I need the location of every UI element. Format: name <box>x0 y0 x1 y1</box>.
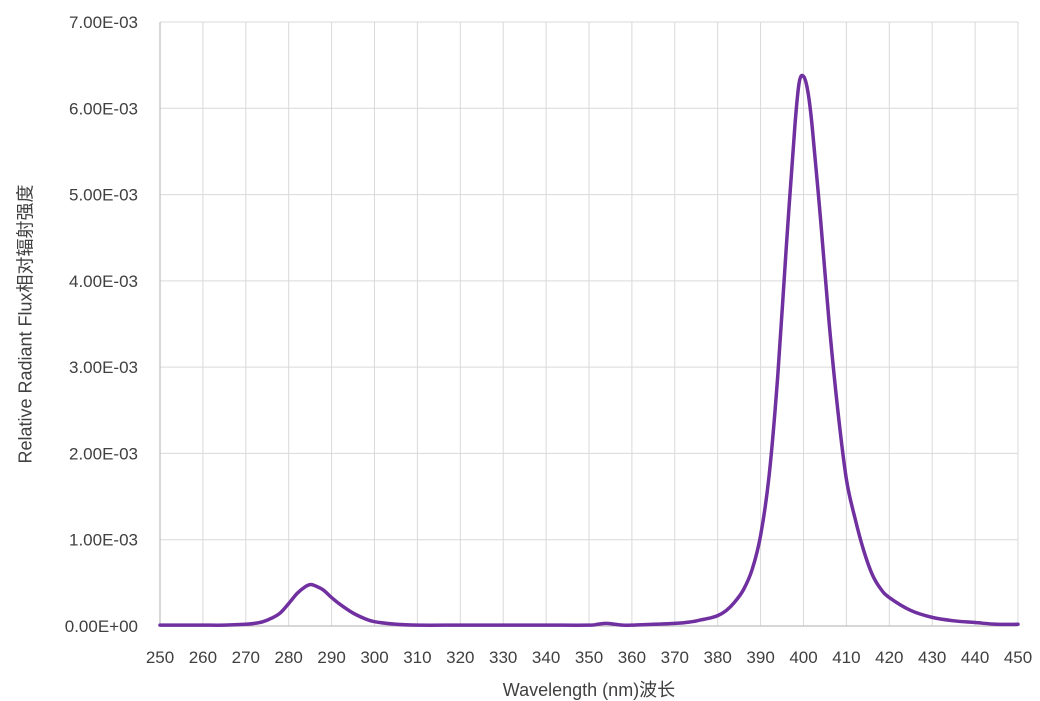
x-tick-label: 280 <box>275 648 303 667</box>
y-tick-label: 7.00E-03 <box>69 13 138 32</box>
x-tick-label: 420 <box>875 648 903 667</box>
series-layer <box>158 73 1020 628</box>
x-tick-label: 370 <box>661 648 689 667</box>
y-axis-title: Relative Radiant Flux相对辐射强度 <box>15 184 35 463</box>
x-tick-label: 440 <box>961 648 989 667</box>
x-tick-label: 410 <box>832 648 860 667</box>
y-tick-label: 0.00E+00 <box>65 617 138 636</box>
series-line-0 <box>158 73 1020 628</box>
x-tick-label: 270 <box>232 648 260 667</box>
x-tick-label: 340 <box>532 648 560 667</box>
axis-titles: Wavelength (nm)波长 Relative Radiant Flux相… <box>15 184 675 700</box>
y-tick-label: 1.00E-03 <box>69 531 138 550</box>
x-tick-label: 390 <box>746 648 774 667</box>
y-tick-label: 5.00E-03 <box>69 186 138 205</box>
x-tick-label: 250 <box>146 648 174 667</box>
y-tick-label: 2.00E-03 <box>69 444 138 463</box>
x-tick-label: 300 <box>360 648 388 667</box>
x-tick-label: 330 <box>489 648 517 667</box>
grid-lines <box>160 21 1019 626</box>
x-tick-label: 400 <box>789 648 817 667</box>
x-tick-label: 310 <box>403 648 431 667</box>
x-tick-label: 350 <box>575 648 603 667</box>
x-axis-title: Wavelength (nm)波长 <box>503 680 675 700</box>
x-tick-label: 380 <box>704 648 732 667</box>
x-tick-label: 290 <box>317 648 345 667</box>
x-tick-label: 450 <box>1004 648 1032 667</box>
y-tick-label: 4.00E-03 <box>69 272 138 291</box>
x-tick-label: 430 <box>918 648 946 667</box>
y-tick-label: 6.00E-03 <box>69 99 138 118</box>
x-tick-label: 320 <box>446 648 474 667</box>
tick-labels: 250 260 270 280 290 300 310 320 330 340 350 360 370 3… <box>65 13 1032 667</box>
y-tick-label: 3.00E-03 <box>69 358 138 377</box>
x-tick-label: 260 <box>189 648 217 667</box>
x-tick-label: 360 <box>618 648 646 667</box>
